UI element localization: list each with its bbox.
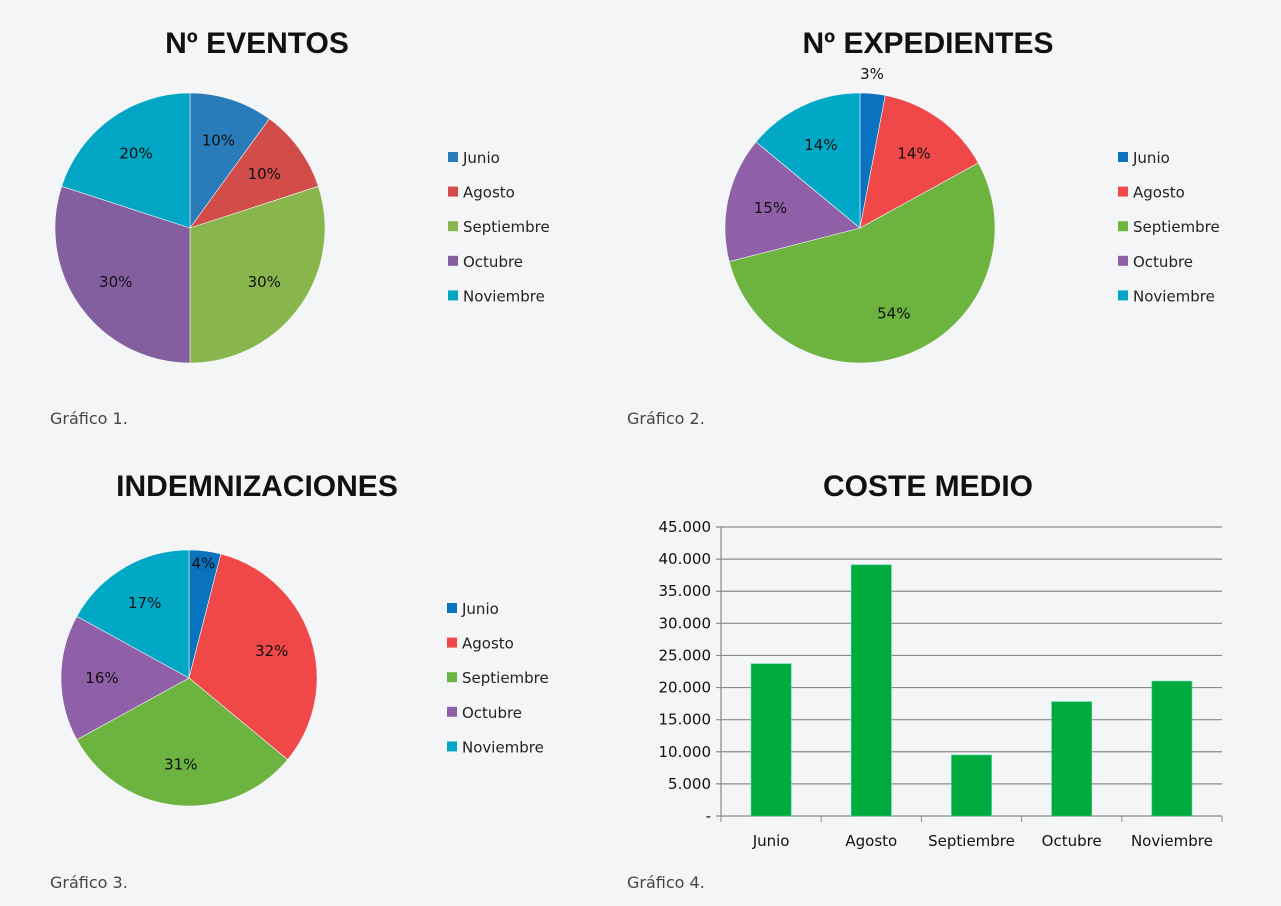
data-label: 10%: [248, 165, 281, 183]
bar-chart: COSTE MEDIO - 5.000 10.000 15.000 20.000 25.00…: [627, 470, 1223, 892]
bar-octubre: [1051, 701, 1093, 817]
y-tick-label: 30.000: [659, 614, 712, 632]
legend-label: Junio: [461, 600, 499, 618]
x-tick-label: Junio: [752, 832, 790, 850]
y-tick-label: -: [706, 807, 711, 825]
pie-slice-agosto: [859, 95, 979, 229]
pie-slice-septiembre: [728, 162, 996, 364]
chart-caption: Gráfico 1.: [50, 409, 128, 428]
data-label: 4%: [192, 555, 216, 573]
y-tick-label: 15.000: [659, 711, 712, 729]
legend-label: Octubre: [462, 704, 522, 722]
legend-swatch: [448, 255, 458, 266]
bar-noviembre: [1151, 680, 1193, 817]
data-label: 16%: [85, 669, 118, 687]
chart-title: Nº EVENTOS: [165, 27, 349, 60]
pie-slice-noviembre: [76, 549, 190, 679]
legend-swatch: [447, 637, 457, 648]
data-label: 31%: [164, 756, 197, 774]
data-label: 14%: [897, 145, 930, 163]
data-label: 20%: [119, 145, 152, 163]
legend-swatch: [1118, 221, 1128, 232]
x-tick-label: Noviembre: [1131, 832, 1213, 850]
legend-label: Noviembre: [462, 738, 544, 756]
y-tick-label: 35.000: [659, 582, 712, 600]
chart-title: Nº EXPEDIENTES: [802, 27, 1053, 60]
data-label: 32%: [255, 642, 288, 660]
y-tick-label: 20.000: [659, 679, 712, 697]
chart-caption: Gráfico 3.: [50, 873, 128, 892]
pie-slice-octubre: [724, 141, 861, 262]
legend-label: Agosto: [463, 184, 515, 202]
bar-septiembre: [951, 754, 992, 817]
pie-slice-agosto: [189, 118, 319, 229]
data-label: 30%: [99, 273, 132, 291]
y-tick-label: 5.000: [668, 775, 711, 793]
legend-swatch: [1118, 255, 1128, 266]
pie-chart-2: Nº EXPEDIENTES 3% 14% 54% 15% 14% Junio Agosto S…: [627, 27, 1220, 428]
data-label: 14%: [804, 136, 837, 154]
data-label: 30%: [248, 273, 281, 291]
y-tick-label: 25.000: [659, 646, 712, 664]
legend-swatch: [447, 741, 457, 752]
legend-label: Noviembre: [1133, 287, 1215, 305]
chart-caption: Gráfico 4.: [627, 873, 705, 892]
legend-swatch: [447, 706, 457, 717]
legend-swatch: [1118, 186, 1128, 197]
x-tick-label: Octubre: [1042, 832, 1102, 850]
legend-label: Agosto: [462, 635, 514, 653]
legend-swatch: [1118, 290, 1128, 301]
bar-junio: [750, 663, 792, 817]
legend-label: Agosto: [1133, 184, 1185, 202]
pie-slice-septiembre: [189, 185, 326, 364]
pie-slice-octubre: [60, 615, 190, 741]
legend-swatch: [447, 603, 457, 613]
bar-agosto: [850, 564, 892, 817]
x-tick-label: Septiembre: [928, 832, 1015, 850]
legend-swatch: [448, 221, 458, 232]
y-tick-label: 40.000: [659, 550, 712, 568]
legend-label: Junio: [462, 149, 500, 167]
data-label: 54%: [877, 304, 910, 322]
legend-swatch: [1118, 152, 1128, 162]
legend-swatch: [448, 186, 458, 197]
legend-label: Junio: [1132, 149, 1170, 167]
legend-swatch: [447, 672, 457, 683]
pie-slice-junio: [189, 92, 270, 229]
legend-swatch: [448, 290, 458, 301]
legend-swatch: [448, 152, 458, 162]
pie-slice-octubre: [54, 185, 191, 364]
legend-label: Octubre: [463, 253, 523, 271]
legend-label: Septiembre: [1133, 218, 1220, 236]
data-label: 17%: [128, 594, 161, 612]
legend-label: Septiembre: [462, 669, 549, 687]
chart-title: INDEMNIZACIONES: [116, 470, 398, 503]
pie-chart-1: Nº EVENTOS 10% 10% 30% 30% 20% Junio Agosto Sept…: [50, 27, 550, 428]
pie-slice-agosto: [188, 553, 318, 761]
pie-slice-septiembre: [76, 677, 289, 807]
legend-label: Noviembre: [463, 287, 545, 305]
data-label: 10%: [202, 132, 235, 150]
y-tick-label: 45.000: [659, 518, 712, 536]
legend-label: Septiembre: [463, 218, 550, 236]
x-tick-label: Agosto: [845, 832, 897, 850]
chart-caption: Gráfico 2.: [627, 409, 705, 428]
y-tick-label: 10.000: [659, 743, 712, 761]
pie-slice-noviembre: [755, 92, 861, 229]
data-label: 15%: [754, 199, 787, 217]
legend-label: Octubre: [1133, 253, 1193, 271]
pie-slice-noviembre: [61, 92, 191, 229]
data-label: 3%: [860, 65, 884, 83]
pie-chart-3: INDEMNIZACIONES 4% 32% 31% 16% 17% Junio Agosto…: [50, 470, 549, 892]
chart-title: COSTE MEDIO: [823, 470, 1033, 503]
